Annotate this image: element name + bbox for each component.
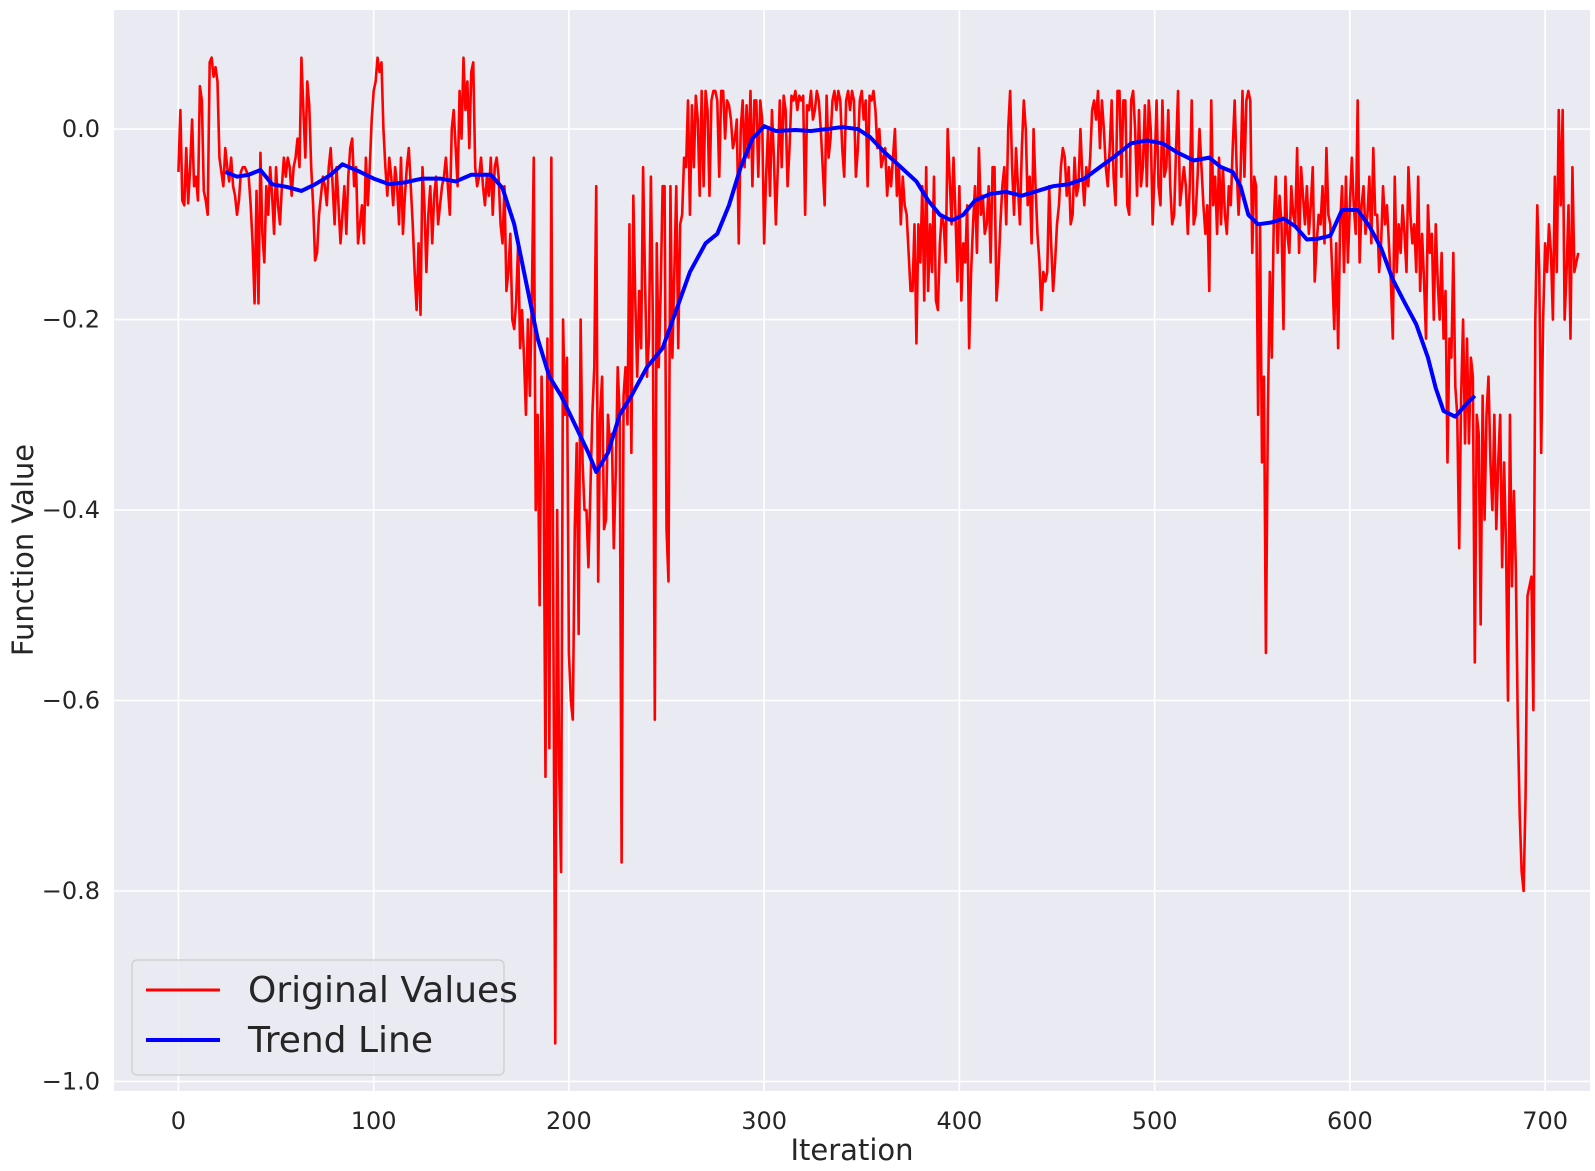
legend-label-trend-line: Trend Line (247, 1020, 433, 1061)
y-tick-label: −0.6 (42, 687, 100, 715)
series-line-original-values (177, 56, 1580, 1045)
x-tick-label: 300 (741, 1107, 787, 1135)
x-tick-label: 0 (171, 1107, 186, 1135)
x-tick-label: 400 (936, 1107, 982, 1135)
y-tick-label: −1.0 (42, 1067, 100, 1095)
y-tick-label: −0.2 (42, 306, 100, 334)
legend-box (131, 959, 505, 1076)
y-tick-label: −0.4 (42, 496, 100, 524)
x-tick-label: 600 (1327, 1107, 1373, 1135)
plot-background (114, 10, 1590, 1091)
y-axis-ticks: 0.0 −0.2 −0.4 −0.6 −0.8 −1.0 (42, 115, 100, 1095)
legend-label-original-values: Original Values (248, 970, 518, 1011)
x-axis-label: Iteration (790, 1133, 913, 1167)
x-axis-ticks: 0 100 200 300 400 500 600 700 (171, 1107, 1568, 1135)
legend: Original Values Trend Line (131, 959, 518, 1076)
y-tick-label: −0.8 (42, 877, 100, 905)
x-tick-label: 200 (546, 1107, 592, 1135)
x-tick-label: 700 (1522, 1107, 1568, 1135)
series-line-trend-line (224, 124, 1477, 474)
x-tick-label: 100 (351, 1107, 397, 1135)
x-tick-label: 500 (1132, 1107, 1178, 1135)
y-tick-label: 0.0 (62, 115, 100, 143)
y-axis-label: Function Value (6, 444, 40, 656)
